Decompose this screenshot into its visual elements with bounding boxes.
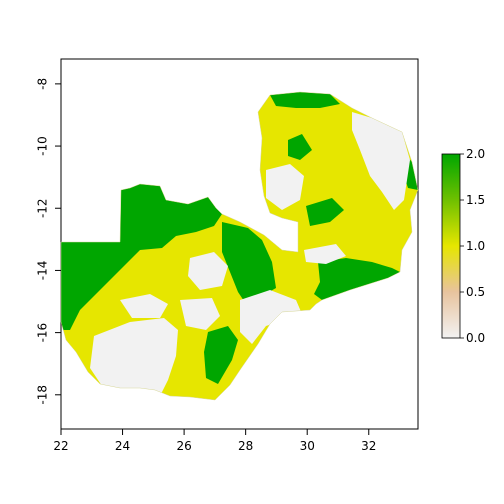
class-2-region-central: [222, 222, 276, 304]
class-2-region-mid: [306, 198, 344, 226]
country-outline: [60, 91, 419, 401]
y-tick-label: -10: [36, 136, 50, 156]
class-0-region-southwest: [90, 318, 178, 396]
x-tick-label: 30: [300, 439, 315, 453]
legend-colorbar: [441, 153, 461, 339]
class-0-region-mid-south: [180, 298, 220, 330]
y-axis: -8 -10 -12 -14 -16 -18: [36, 78, 61, 405]
x-tick-label: 24: [115, 439, 130, 453]
class-2-region-north: [270, 92, 340, 108]
legend-tick-label: 2.0: [466, 147, 485, 161]
zambia-raster: [61, 92, 418, 400]
class-0-region-central: [188, 252, 228, 290]
y-tick-label: -18: [36, 385, 50, 405]
legend-tick-label: 1.5: [466, 193, 485, 207]
legend-tick-label: 1.0: [466, 239, 485, 253]
class-0-region-northeast: [352, 112, 410, 210]
legend-tick-label: 0.0: [466, 331, 485, 345]
class-0-region-south-central: [240, 290, 302, 344]
x-axis: 22 24 26 28 30 32: [53, 429, 376, 453]
y-tick-label: -14: [36, 261, 50, 281]
y-tick-label: -8: [36, 78, 50, 90]
class-0-region-southeast: [304, 244, 346, 264]
class-2-region-east: [314, 258, 400, 300]
legend-tick-label: 0.5: [466, 285, 485, 299]
x-tick-label: 26: [176, 439, 191, 453]
x-tick-label: 22: [53, 439, 68, 453]
class-2-region-mid-north: [288, 134, 312, 160]
x-tick-label: 28: [238, 439, 253, 453]
y-tick-label: -12: [36, 198, 50, 218]
legend-ticks: 0.0 0.5 1.0 1.5 2.0: [460, 147, 485, 345]
class-0-region-west: [120, 294, 168, 318]
class-2-region-northwest: [61, 184, 222, 330]
class-0-region-north-central: [266, 164, 304, 210]
legend: 0.0 0.5 1.0 1.5 2.0: [441, 147, 485, 345]
x-tick-label: 32: [361, 439, 376, 453]
y-tick-label: -16: [36, 323, 50, 343]
class-2-region-south: [204, 326, 238, 384]
